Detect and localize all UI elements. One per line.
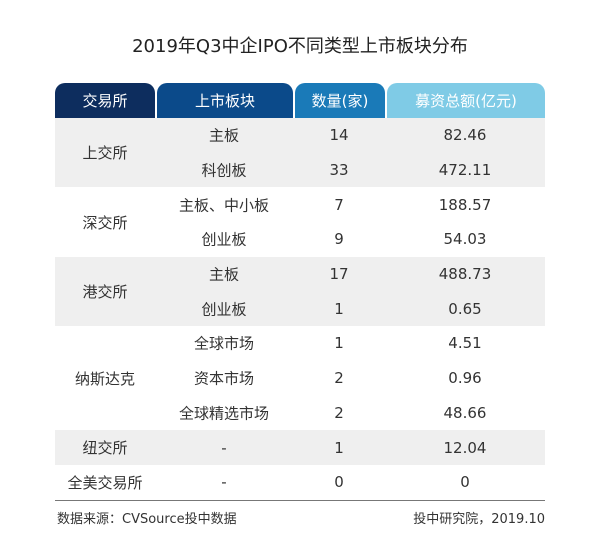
exchange-cell: 全美交易所 (67, 473, 143, 492)
amount-cell: 4.51 (448, 334, 482, 353)
count-cell: 9 (334, 230, 344, 249)
board-cell: 主板 (208, 126, 239, 145)
count-cell: 2 (334, 403, 344, 422)
amount-cell: 188.57 (438, 195, 492, 214)
exchange-group: 港交所 主板 17 488.73 创业板 1 0.65 (55, 256, 545, 327)
board-cell: 创业板 (201, 230, 247, 249)
table-row: 创业板 1 0.65 (55, 291, 545, 326)
count-cell: 0 (334, 473, 344, 492)
header-exchange: 交易所 (55, 83, 155, 118)
exchange-cell: 纳斯达克 (74, 369, 135, 388)
board-cell: - (221, 473, 227, 492)
exchange-group: 上交所 主板 14 82.46 科创板 33 472.11 (55, 118, 545, 188)
header-count: 数量(家) (295, 83, 385, 118)
table-row: 主板 14 82.46 (55, 118, 545, 153)
table-row: 全球市场 1 4.51 (55, 326, 545, 361)
exchange-cell: 纽交所 (82, 439, 128, 458)
count-cell: 1 (334, 438, 344, 457)
count-cell: 1 (334, 334, 344, 353)
amount-cell: 54.03 (443, 230, 487, 249)
amount-cell: 48.66 (443, 403, 487, 422)
exchange-group: 全美交易所 - 0 0 (55, 465, 545, 500)
table-row: 科创板 33 472.11 (55, 153, 545, 188)
chart-title: 2019年Q3中企IPO不同类型上市板块分布 (132, 36, 468, 57)
amount-cell: 0 (460, 473, 470, 492)
board-cell: 创业板 (201, 300, 247, 319)
board-cell: 全球市场 (193, 334, 254, 353)
credit-note: 投中研究院，2019.10 (413, 512, 545, 527)
count-cell: 33 (329, 161, 349, 180)
amount-cell: 0.65 (448, 299, 482, 318)
board-cell: 资本市场 (193, 369, 254, 388)
table-bottom-rule (55, 500, 545, 501)
table-row: 主板、中小板 7 188.57 (55, 187, 545, 222)
source-note: 数据来源：CVSource投中数据 (57, 512, 237, 527)
board-cell: 科创板 (201, 161, 247, 180)
amount-cell: 82.46 (443, 126, 487, 145)
header-amount: 募资总额(亿元) (387, 83, 545, 118)
table-row: - 1 12.04 (55, 430, 545, 465)
board-cell: 主板 (208, 265, 239, 284)
header-board: 上市板块 (157, 83, 293, 118)
exchange-group: 纽交所 - 1 12.04 (55, 430, 545, 465)
table-row: 创业板 9 54.03 (55, 222, 545, 257)
exchange-group: 深交所 主板、中小板 7 188.57 创业板 9 54.03 (55, 187, 545, 256)
exchange-cell: 港交所 (82, 282, 128, 301)
table-row: 全球精选市场 2 48.66 (55, 396, 545, 431)
count-cell: 2 (334, 369, 344, 388)
table-row: 主板 17 488.73 (55, 257, 545, 292)
amount-cell: 12.04 (443, 438, 487, 457)
count-cell: 17 (329, 265, 349, 284)
board-cell: 全球精选市场 (178, 404, 269, 423)
table-row: 资本市场 2 0.96 (55, 361, 545, 396)
exchange-cell: 上交所 (82, 144, 128, 163)
table-row: - 0 0 (55, 465, 545, 500)
amount-cell: 0.96 (448, 369, 482, 388)
amount-cell: 472.11 (438, 161, 492, 180)
exchange-group: 纳斯达克 全球市场 1 4.51 资本市场 2 0.96 全球精选市场 2 48.66 (55, 326, 545, 430)
data-table: 上交所 主板 14 82.46 科创板 33 472.11 深交所 主板、中小板 7 188.57 创… (55, 118, 545, 500)
exchange-cell: 深交所 (82, 213, 128, 232)
count-cell: 7 (334, 195, 344, 214)
amount-cell: 488.73 (438, 265, 492, 284)
board-cell: - (221, 438, 227, 457)
count-cell: 1 (334, 299, 344, 318)
board-cell: 主板、中小板 (178, 196, 269, 215)
count-cell: 14 (329, 126, 349, 145)
